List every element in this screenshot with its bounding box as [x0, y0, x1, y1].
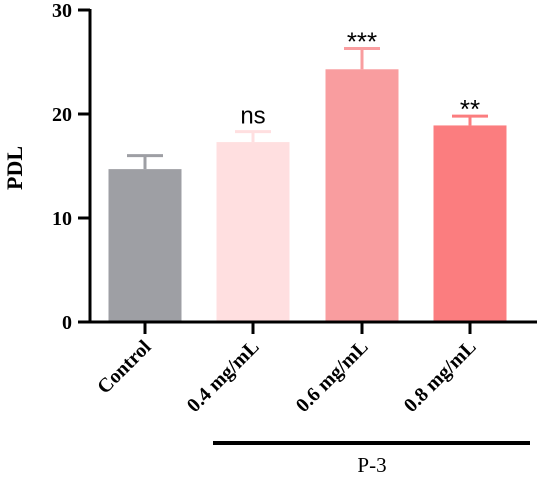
y-tick-label: 30 — [52, 0, 72, 22]
x-axis-ticks: Control 0.4 mg/mL 0.6 mg/mL 0.8 mg/mL — [93, 322, 481, 417]
significance-marker: *** — [347, 26, 377, 56]
x-tick-label: Control — [93, 336, 156, 399]
error-bars-layer — [127, 46, 488, 170]
bar — [216, 142, 290, 322]
x-tick-label: 0.4 mg/mL — [183, 336, 264, 417]
y-tick-label: 0 — [62, 312, 72, 334]
x-tick-label: 0.8 mg/mL — [400, 336, 481, 417]
x-tick-label: 0.6 mg/mL — [292, 336, 373, 417]
y-tick-label: 20 — [52, 104, 72, 126]
bars-layer — [108, 69, 507, 322]
bar — [108, 169, 182, 322]
group-label: P-3 — [357, 453, 386, 477]
significance-layer: ns***** — [240, 26, 480, 129]
bar — [325, 69, 399, 322]
y-axis-ticks: 0 10 20 30 — [52, 0, 90, 334]
significance-marker: ** — [460, 94, 480, 124]
y-axis-label: PDL — [2, 146, 27, 190]
significance-marker: ns — [240, 103, 265, 130]
bar — [433, 125, 507, 322]
y-tick-label: 10 — [52, 208, 72, 230]
